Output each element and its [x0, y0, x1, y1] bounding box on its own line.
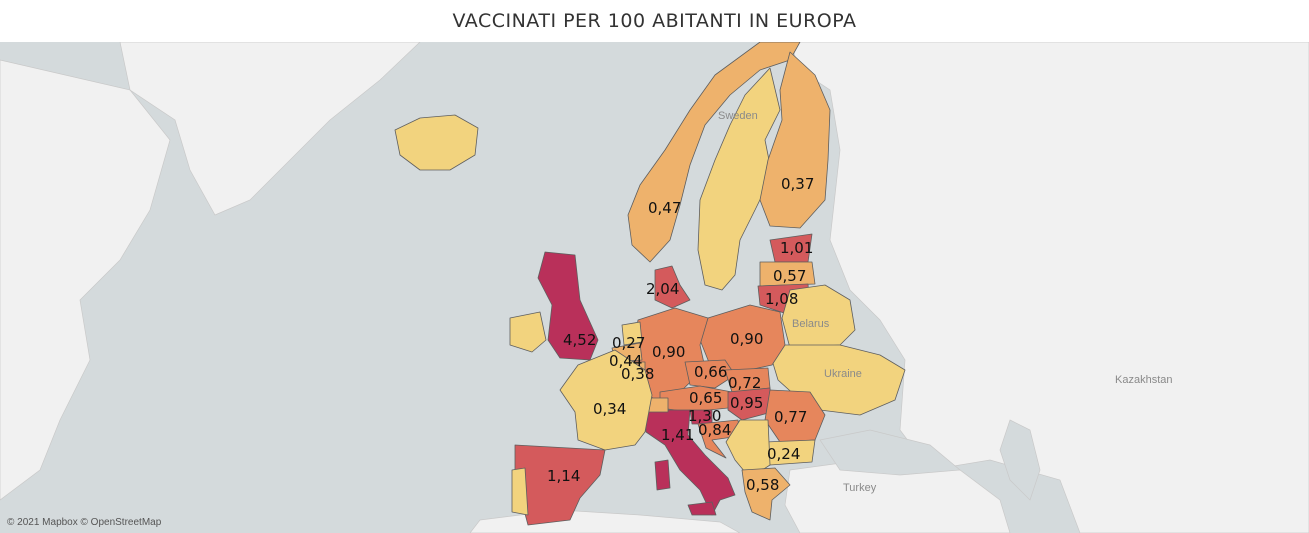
value-label-slovakia: 0,72: [728, 374, 761, 392]
black-sea: [819, 429, 961, 476]
value-label-romania: 0,77: [774, 408, 807, 426]
country-sicily[interactable]: [687, 501, 717, 516]
russia-asia-land: [789, 42, 1309, 533]
value-label-italy: 1,41: [661, 426, 694, 444]
country-italy[interactable]: [644, 409, 736, 516]
value-label-denmark: 2,04: [646, 280, 679, 298]
background-land: [0, 42, 1309, 533]
country-sweden[interactable]: [697, 67, 781, 291]
place-labels: Sweden Belarus Ukraine Kazakhstan Turkey: [718, 110, 1172, 494]
value-label-lithuania: 1,08: [765, 290, 798, 308]
country-uk[interactable]: [537, 251, 599, 361]
country-denmark[interactable]: [654, 265, 691, 309]
value-label-estonia: 1,01: [780, 239, 813, 257]
place-label-kazakhstan: Kazakhstan: [1115, 374, 1172, 386]
country-norway[interactable]: [627, 42, 801, 263]
value-label-france: 0,34: [593, 400, 626, 418]
country-greece[interactable]: [741, 467, 791, 521]
greenland-land: [119, 42, 421, 216]
north-america-land: [0, 59, 171, 501]
countries: [394, 42, 906, 526]
value-label-czechia: 0,66: [694, 363, 727, 381]
country-croatia[interactable]: [697, 419, 741, 459]
country-iceland[interactable]: [394, 114, 479, 171]
country-czechia[interactable]: [684, 359, 736, 389]
value-label-slovenia: 1,30: [688, 407, 721, 425]
value-label-germany: 0,90: [652, 343, 685, 361]
caspian-sea: [999, 419, 1041, 501]
value-label-norway: 0,47: [648, 199, 681, 217]
value-label-hungary: 0,95: [730, 394, 763, 412]
place-label-sweden: Sweden: [718, 110, 758, 122]
value-label-spain: 1,14: [547, 467, 580, 485]
europe-map: Sweden Belarus Ukraine Kazakhstan Turkey…: [0, 42, 1309, 533]
chart-title: VACCINATI PER 100 ABITANTI IN EUROPA: [452, 10, 857, 32]
country-portugal[interactable]: [511, 467, 529, 516]
country-netherlands[interactable]: [621, 321, 643, 346]
value-label-finland: 0,37: [781, 175, 814, 193]
value-label-croatia: 0,84: [698, 421, 731, 439]
country-ireland[interactable]: [509, 311, 547, 353]
value-label-austria: 0,65: [689, 389, 722, 407]
country-france[interactable]: [559, 349, 653, 451]
country-hungary[interactable]: [727, 387, 773, 421]
place-label-ukraine: Ukraine: [824, 368, 862, 380]
value-label-netherlands: 0,27: [612, 334, 645, 352]
map-attribution[interactable]: © 2021 Mapbox © OpenStreetMap: [7, 517, 162, 528]
value-label-latvia: 0,57: [773, 267, 806, 285]
value-labels: 4,52 2,04 1,41 1,30 1,14 1,08 1,01 0,95 …: [547, 175, 814, 494]
value-label-poland: 0,90: [730, 330, 763, 348]
country-latvia[interactable]: [759, 261, 816, 287]
value-label-uk: 4,52: [563, 331, 596, 349]
place-label-belarus: Belarus: [792, 318, 830, 330]
value-label-belgium: 0,44: [609, 352, 642, 370]
value-label-luxembourg: 0,38: [621, 365, 654, 383]
value-label-greece: 0,58: [746, 476, 779, 494]
value-label-bulgaria: 0,24: [767, 445, 800, 463]
place-label-turkey: Turkey: [843, 482, 877, 494]
country-poland[interactable]: [699, 304, 786, 373]
country-finland[interactable]: [759, 51, 831, 229]
country-sardinia[interactable]: [654, 459, 671, 491]
country-belarus[interactable]: [781, 284, 856, 349]
map-area[interactable]: Sweden Belarus Ukraine Kazakhstan Turkey…: [0, 42, 1309, 533]
